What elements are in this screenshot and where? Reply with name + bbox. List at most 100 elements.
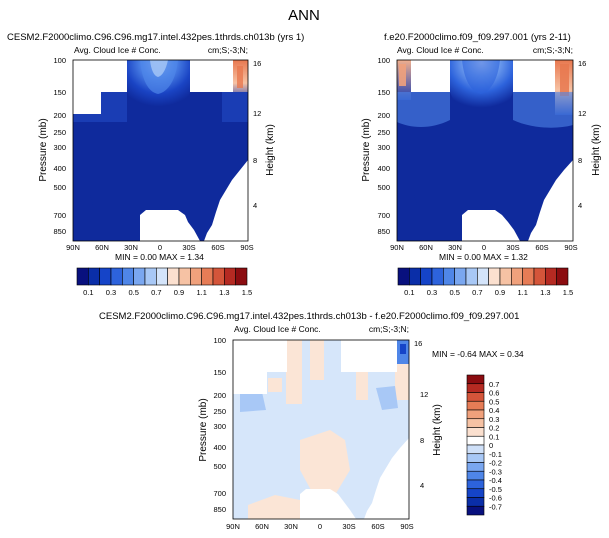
x-tick-label: 30N	[124, 243, 138, 252]
y-tick-label: 850	[377, 227, 390, 236]
colorbar-swatch	[99, 267, 112, 286]
colorbar-label: 0.5	[489, 397, 499, 406]
y-right-tick-label: 4	[253, 201, 257, 210]
colorbar-swatch	[122, 267, 134, 286]
y-tick-label: 500	[53, 183, 66, 192]
colorbar-label: 1.1	[196, 288, 206, 297]
colorbar-label: 0.9	[495, 288, 505, 297]
x-tick-label: 60S	[211, 243, 224, 252]
y-tick-label: 400	[377, 164, 390, 173]
x-tick-label: 60N	[255, 522, 269, 531]
panel-diff-minmax: MIN = -0.64 MAX = 0.34	[432, 349, 524, 359]
x-tick-label: 60S	[535, 243, 548, 252]
colorbar-swatch	[454, 267, 467, 286]
panel-1-variable-label: Avg. Cloud Ice # Conc.	[74, 45, 161, 55]
colorbar-swatch	[466, 462, 485, 472]
panel-2-minmax: MIN = 0.00 MAX = 1.32	[439, 252, 528, 262]
panel-2-yticks: 100 150 200 250 300 400 500 700 850	[377, 56, 390, 236]
y-tick-label: 700	[213, 489, 226, 498]
colorbar-swatch	[466, 488, 485, 498]
panel-2-field	[396, 59, 574, 242]
colorbar-swatch	[488, 267, 501, 286]
y-tick-label: 250	[53, 128, 66, 137]
colorbar-swatch	[466, 427, 485, 437]
x-tick-label: 30S	[506, 243, 519, 252]
y-tick-label: 150	[53, 88, 66, 97]
colorbar-label: -0.1	[489, 450, 502, 459]
panel-1-axes: 100 150 200 250 300 400 500 700 850 16 1…	[38, 56, 276, 252]
colorbar-swatch	[431, 267, 444, 286]
panel-1-title: CESM2.F2000climo.C96.C96.mg17.intel.432p…	[7, 32, 304, 43]
x-tick-label: 90S	[240, 243, 253, 252]
colorbar-swatch	[466, 435, 485, 446]
x-tick-label: 60S	[371, 522, 384, 531]
panel-1: CESM2.F2000climo.C96.C96.mg17.intel.432p…	[7, 32, 304, 262]
colorbar-swatch	[522, 267, 535, 286]
y-right-tick-label: 8	[578, 156, 582, 165]
colorbar-swatch	[466, 505, 485, 516]
colorbar-swatch	[201, 267, 214, 286]
colorbar-label: 0.9	[174, 288, 184, 297]
colorbar-swatch	[545, 267, 557, 286]
y-tick-label: 100	[53, 56, 66, 65]
colorbar-label: 0.1	[404, 288, 414, 297]
panel-1-ylabel-right: Height (km)	[265, 124, 276, 176]
y-tick-label: 200	[377, 111, 390, 120]
colorbar-label: 0.3	[427, 288, 437, 297]
colorbar-panel-2: 0.1 0.3 0.5 0.7 0.9 1.1 1.3 1.5	[397, 267, 573, 297]
colorbar-label: 0.2	[489, 424, 499, 433]
colorbar-swatch	[466, 392, 485, 402]
x-tick-label: 30N	[284, 522, 298, 531]
panel-2-variable-label: Avg. Cloud Ice # Conc.	[397, 45, 484, 55]
colorbar-label: 0.4	[489, 406, 499, 415]
y-right-tick-label: 4	[420, 481, 424, 490]
y-tick-label: 850	[213, 505, 226, 514]
colorbar-label: -0.3	[489, 467, 502, 476]
panel-2-units-label: cm;S;-3;N;	[533, 45, 573, 55]
colorbar-swatch	[556, 267, 569, 286]
colorbar-swatch	[477, 267, 489, 286]
colorbar-swatch	[76, 267, 89, 286]
colorbar-swatch	[167, 267, 180, 286]
panel-2-ylabel: Pressure (mb)	[361, 118, 372, 181]
colorbar-swatch	[511, 267, 523, 286]
x-tick-label: 90S	[564, 243, 577, 252]
colorbar-label: 0.7	[151, 288, 161, 297]
colorbar-label: 1.5	[242, 288, 252, 297]
colorbar-label: 0.3	[489, 415, 499, 424]
colorbar-label: 1.5	[563, 288, 573, 297]
colorbar-label: 0.7	[489, 380, 499, 389]
y-right-tick-label: 4	[578, 201, 582, 210]
panel-diff-variable-label: Avg. Cloud Ice # Conc.	[234, 324, 321, 334]
colorbar-swatch	[420, 267, 433, 286]
y-right-tick-label: 8	[420, 436, 424, 445]
colorbar-swatch	[466, 374, 485, 385]
y-tick-label: 700	[377, 211, 390, 220]
colorbar-panel-1: 0.1 0.3 0.5 0.7 0.9 1.1 1.3 1.5	[76, 267, 252, 297]
y-tick-label: 150	[213, 368, 226, 377]
x-tick-label: 90N	[226, 522, 240, 531]
colorbar-swatch	[224, 267, 236, 286]
panel-1-yticks: 100 150 200 250 300 400 500 700 850	[53, 56, 66, 236]
colorbar-label: 0.6	[489, 389, 499, 398]
panel-2-xticks: 90N 60N 30N 0 30S 60S 90S	[390, 243, 578, 252]
colorbar-swatch	[144, 267, 157, 286]
x-tick-label: 60N	[419, 243, 433, 252]
y-right-tick-label: 16	[253, 59, 261, 68]
panel-diff-yticks-right: 16 12 8 4	[414, 339, 428, 490]
panel-2-title: f.e20.F2000climo.f09_f09.297.001 (yrs 2-…	[384, 32, 571, 43]
colorbar-swatch	[397, 267, 410, 286]
y-tick-label: 100	[377, 56, 390, 65]
x-tick-label: 90N	[390, 243, 404, 252]
colorbar-label: 0	[489, 441, 493, 450]
colorbar-swatch	[212, 267, 225, 286]
y-tick-label: 850	[53, 227, 66, 236]
colorbar-swatch	[466, 383, 485, 393]
y-tick-label: 100	[213, 336, 226, 345]
y-tick-label: 150	[377, 88, 390, 97]
y-right-tick-label: 12	[420, 390, 428, 399]
x-tick-label: 0	[482, 243, 486, 252]
colorbar-swatch	[466, 444, 485, 455]
panel-2: f.e20.F2000climo.f09_f09.297.001 (yrs 2-…	[361, 32, 602, 262]
y-tick-label: 400	[53, 164, 66, 173]
